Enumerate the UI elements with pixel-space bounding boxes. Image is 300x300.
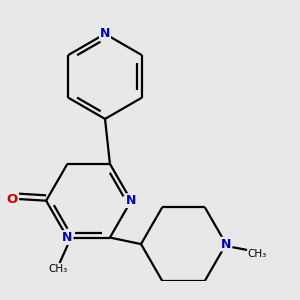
Text: CH₃: CH₃ — [248, 249, 267, 259]
Text: N: N — [100, 27, 110, 40]
Text: O: O — [6, 193, 17, 206]
Text: N: N — [221, 238, 231, 250]
Text: N: N — [126, 194, 136, 207]
Text: N: N — [62, 231, 73, 244]
Text: CH₃: CH₃ — [48, 264, 67, 274]
